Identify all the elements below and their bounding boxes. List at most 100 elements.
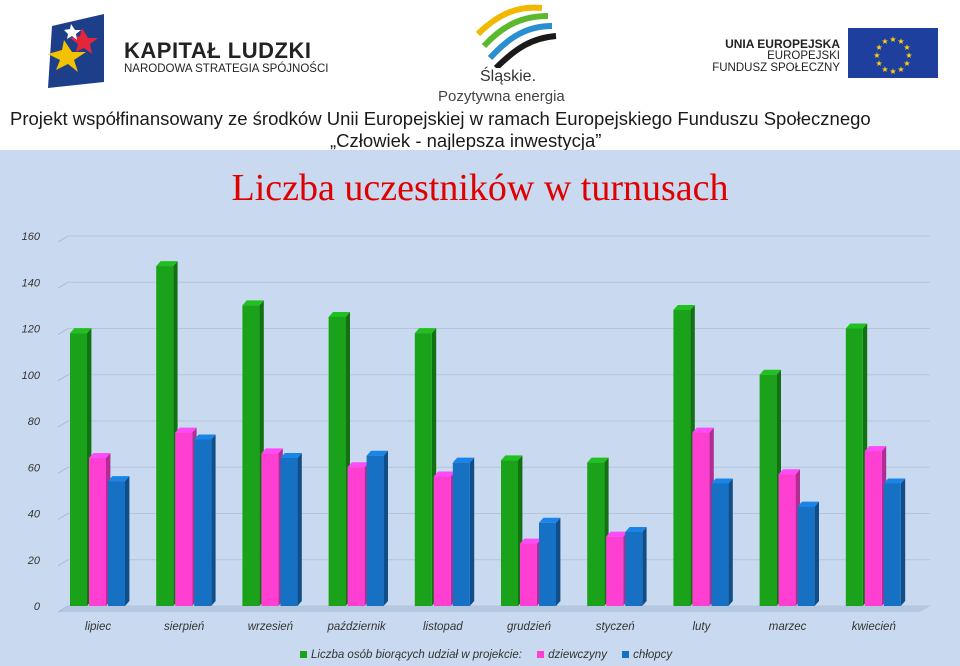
bar [673,310,691,606]
x-tick-label: listopad [423,621,463,633]
gridline-diag [57,466,69,474]
bar-side [297,453,302,606]
bar-top [883,478,906,484]
bar-side [383,450,388,606]
legend-swatch-total [300,651,307,658]
legend-swatch-girls [537,651,545,658]
eu-star-icon: ★ [881,37,888,46]
project-funding-line: Projekt współfinansowany ze środków Unii… [10,108,871,129]
eu-flag-icon: ★★★★★★★★★ ★ ★★ [848,28,938,78]
bar [366,455,384,606]
bar-top [606,531,628,537]
chart-title: Liczba uczestników w turnusach [231,167,729,209]
bar [711,483,729,606]
bar-top [366,450,388,456]
bar-top [242,300,264,306]
legend-swatch-boys [622,651,630,658]
x-tick-label: grudzień [507,621,551,633]
bar [539,522,556,606]
bar-top [347,462,369,468]
eu-star-icon: ★ [903,43,910,52]
x-tick-label: styczeń [596,621,635,633]
bar [625,532,643,606]
bar-top [328,311,350,317]
bar-top [845,323,868,329]
bar-side [728,478,733,606]
bar [414,333,432,606]
kapital-ludzki-title: KAPITAŁ LUDZKI [124,38,312,63]
y-tick-label: 160 [22,231,41,243]
legend-item-boys: chłopcy [622,649,672,661]
header-banner: KAPITAŁ LUDZKI NARODOWA STRATEGIA SPÓJNO… [0,0,960,151]
bar [778,474,796,606]
x-tick-label: kwiecień [852,621,896,633]
bar-top [759,369,781,375]
bar [883,483,901,606]
eu-text-block: UNIA EUROPEJSKA EUROPEJSKI FUNDUSZ SPOŁE… [712,38,840,74]
eu-line2: EUROPEJSKI [767,50,840,62]
bar-top [70,328,92,334]
bar-top [89,453,111,458]
eu-line3: FUNDUSZ SPOŁECZNY [712,62,840,74]
bar-top [452,457,475,463]
bar [89,458,106,606]
slaskie-name: Śląskie. [480,68,537,85]
bar-top [261,448,283,454]
eu-star-icon: ★ [873,51,880,60]
bar [864,451,882,606]
y-tick-label: 20 [27,555,41,567]
legend-label-total: Liczba osób biorących udział w projekcie… [311,649,522,661]
slaskie-tagline: Pozytywna energia [438,88,565,105]
y-tick-label: 120 [22,324,41,336]
bar [587,462,605,606]
eu-line1: UNIA EUROPEJSKA [725,37,840,51]
eu-star-icon: ★ [903,59,910,68]
gridline-diag [57,374,69,382]
bar [261,453,279,606]
bar [175,432,193,606]
x-tick-label: lipiec [85,621,111,633]
y-tick-label: 40 [28,509,41,521]
bar [242,305,260,606]
bar [108,481,125,606]
chart-legend: Liczba osób biorących udział w projekcie… [300,649,684,661]
eu-star-icon: ★ [876,43,883,52]
gridline-diag [57,328,69,335]
x-tick-label: sierpień [164,621,204,633]
x-tick-label: wrzesień [248,621,293,633]
bar-top [501,455,523,461]
bar-top [864,446,887,452]
legend-label-boys: chłopcy [633,649,673,661]
slaskie-logo [475,4,557,68]
bar-top [711,478,733,484]
bar [280,458,298,606]
gridline-diag [57,605,69,613]
legend-item-total: Liczba osób biorących udział w projekcie… [300,649,522,661]
eu-star-icon: ★ [889,67,896,76]
chart-floor [58,606,930,612]
bar [520,543,537,606]
x-tick-label: październik [327,621,387,633]
y-tick-label: 140 [22,277,41,289]
bar-top [692,427,714,433]
bar-top [520,538,542,544]
bar [501,460,518,606]
eu-star-icon: ★ [889,35,896,44]
y-tick-label: 80 [28,416,41,428]
bar [797,506,815,606]
bar [692,432,710,606]
bar-side [469,457,475,606]
kapital-ludzki-subtitle: NARODOWA STRATEGIA SPÓJNOŚCI [124,63,329,75]
bar-side [211,434,216,606]
x-tick-label: marzec [769,621,807,633]
bar [845,328,863,606]
bar [70,333,87,606]
eu-star-icon: ★ [897,37,904,46]
bar-top [539,517,561,523]
bar-top [433,471,456,477]
bar-side [125,476,130,606]
y-tick-label: 100 [22,370,41,382]
bar-side [900,478,906,606]
bar-top [414,328,437,334]
bar-top [797,501,819,507]
